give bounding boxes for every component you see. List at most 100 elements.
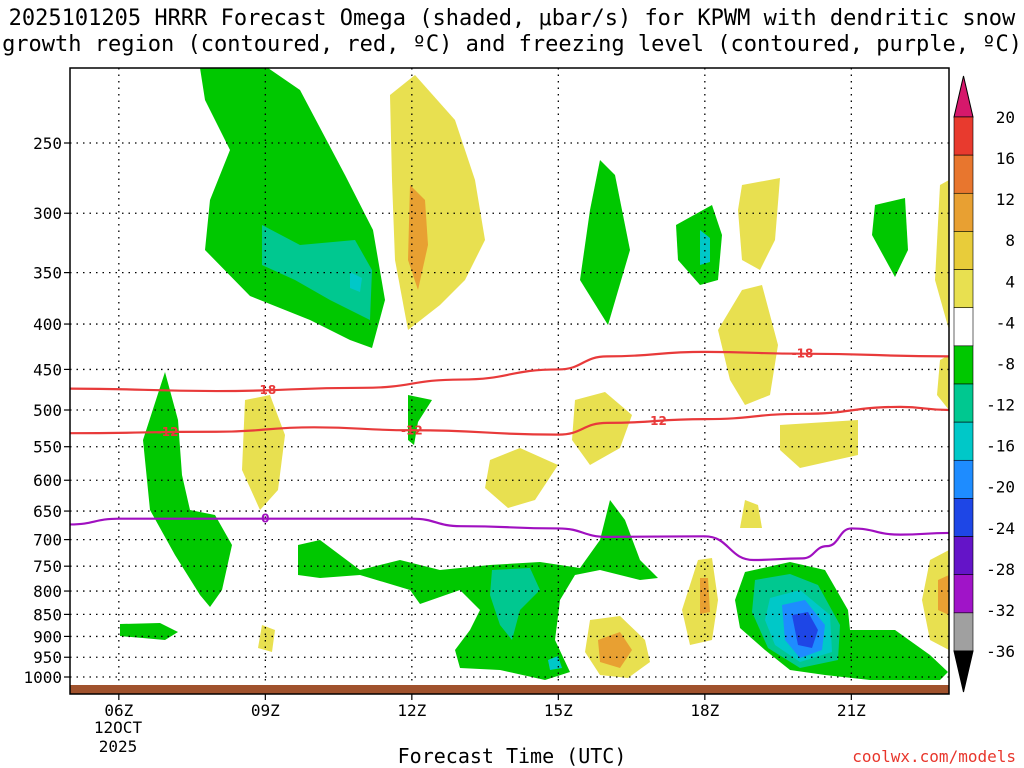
x-tick-label: 21Z <box>837 701 866 720</box>
y-tick-label: 850 <box>33 605 62 624</box>
y-tick-label: 400 <box>33 315 62 334</box>
contour-label: -18 <box>254 383 276 397</box>
omega-region-dark-blue <box>792 612 818 648</box>
temperature-contours <box>70 350 949 562</box>
colorbar-label: -20 <box>986 478 1015 497</box>
title-line-1: 2025101205 HRRR Forecast Omega (shaded, … <box>8 6 1016 31</box>
omega-region-yellow <box>718 285 778 405</box>
colorbar-label: -36 <box>986 642 1015 661</box>
contour-label: -18 <box>792 347 814 361</box>
omega-region-orange <box>598 632 632 668</box>
y-tick-label: 550 <box>33 438 62 457</box>
colorbar-arrow-top <box>953 75 974 118</box>
omega-region-green <box>408 395 432 445</box>
y-tick-label: 900 <box>33 627 62 646</box>
x-date-line1: 12OCT <box>94 718 143 737</box>
omega-region-yellow <box>242 395 285 510</box>
y-tick-label: 1000 <box>23 668 62 687</box>
colorbar-segment <box>953 307 974 347</box>
colorbar-label: -28 <box>986 560 1015 579</box>
y-tick-label: 300 <box>33 204 62 223</box>
omega-region-teal <box>490 568 540 640</box>
omega-region-green <box>676 205 722 285</box>
x-axis: 06Z 09Z 12Z 15Z 18Z 21Z <box>104 694 866 720</box>
colorbar-segment <box>953 536 974 576</box>
x-tick-label: 18Z <box>690 701 719 720</box>
colorbar-label: -8 <box>996 354 1015 373</box>
y-tick-label: 500 <box>33 401 62 420</box>
colorbar-segment <box>953 574 974 614</box>
omega-region-teal <box>700 230 710 265</box>
x-axis-label: Forecast Time (UTC) <box>397 744 627 768</box>
omega-region-yellow <box>922 550 949 650</box>
contour-line--18 <box>70 350 949 393</box>
contour-labels: -18 -18 -12 -12 -12 0 <box>157 347 814 526</box>
x-tick-label: 06Z <box>104 701 133 720</box>
omega-region-yellow <box>740 500 762 528</box>
y-tick-label: 750 <box>33 557 62 576</box>
chart-title: 2025101205 HRRR Forecast Omega (shaded, … <box>0 6 1024 58</box>
colorbar-label: 12 <box>996 190 1015 209</box>
y-tick-label: 350 <box>33 264 62 283</box>
x-tick-label: 09Z <box>251 701 280 720</box>
contour-label: -12 <box>157 425 179 439</box>
colorbar-label: 16 <box>996 149 1015 168</box>
colorbar-label: 8 <box>1005 231 1015 250</box>
colorbar-segment <box>953 345 974 385</box>
y-tick-label: 800 <box>33 582 62 601</box>
x-tick-label: 12Z <box>397 701 426 720</box>
colorbar-arrow-bottom <box>953 650 974 693</box>
colorbar-segment <box>953 154 974 194</box>
colorbar-label: -4 <box>996 313 1015 332</box>
omega-region-yellow <box>485 448 558 508</box>
title-line-2: growth region (contoured, red, ºC) and f… <box>2 32 1022 57</box>
colorbar-label: -16 <box>986 437 1015 456</box>
colorbar-segment <box>953 231 974 270</box>
contour-label: 0 <box>261 512 269 526</box>
omega-region-yellow <box>937 355 949 410</box>
contour-line-0 <box>70 517 949 562</box>
ground-strip <box>70 685 949 694</box>
colorbar-segment <box>953 116 974 156</box>
x-date-line2: 2025 <box>99 737 138 756</box>
omega-region-green <box>872 198 908 277</box>
colorbar-label: -24 <box>986 519 1015 538</box>
colorbar-segment <box>953 498 974 537</box>
omega-region-orange <box>408 185 428 290</box>
colorbar-segment <box>953 269 974 309</box>
colorbar-segment <box>953 192 974 232</box>
colorbar-label: 4 <box>1005 272 1015 291</box>
x-tick-label: 15Z <box>544 701 573 720</box>
colorbar: 20 16 12 8 4 -4 -8 -12 -16 -20 -24 -28 -32 -36 <box>953 75 1015 693</box>
omega-region-yellow <box>935 180 949 330</box>
y-tick-label: 600 <box>33 471 62 490</box>
omega-region-green <box>143 372 232 607</box>
y-tick-label: 950 <box>33 648 62 667</box>
colorbar-segment <box>953 383 974 423</box>
y-tick-label: 700 <box>33 531 62 550</box>
omega-region-yellow <box>390 75 485 330</box>
colorbar-label: 20 <box>996 108 1015 127</box>
colorbar-segment <box>953 612 974 652</box>
omega-shading <box>120 68 949 680</box>
colorbar-label: -12 <box>986 396 1015 415</box>
credit-text: coolwx.com/models <box>852 747 1016 766</box>
y-tick-label: 250 <box>33 134 62 153</box>
colorbar-label: -32 <box>986 601 1015 620</box>
grid-lines <box>70 68 949 694</box>
omega-region-green <box>298 500 658 680</box>
omega-region-yellow <box>738 178 780 270</box>
omega-region-yellow <box>258 625 275 652</box>
omega-region-green <box>120 623 178 640</box>
y-tick-label: 650 <box>33 502 62 521</box>
plot-frame <box>69 67 950 695</box>
contour-label: -12 <box>645 414 667 428</box>
y-axis: 250 300 350 400 450 500 550 600 650 700 750 800 850 9… <box>23 134 70 687</box>
omega-region-cyan <box>350 272 362 292</box>
contour-label: -12 <box>401 423 423 437</box>
omega-region-yellow <box>780 420 858 468</box>
omega-region-green <box>580 160 630 325</box>
omega-region-orange <box>938 575 949 615</box>
colorbar-segment <box>953 421 974 461</box>
